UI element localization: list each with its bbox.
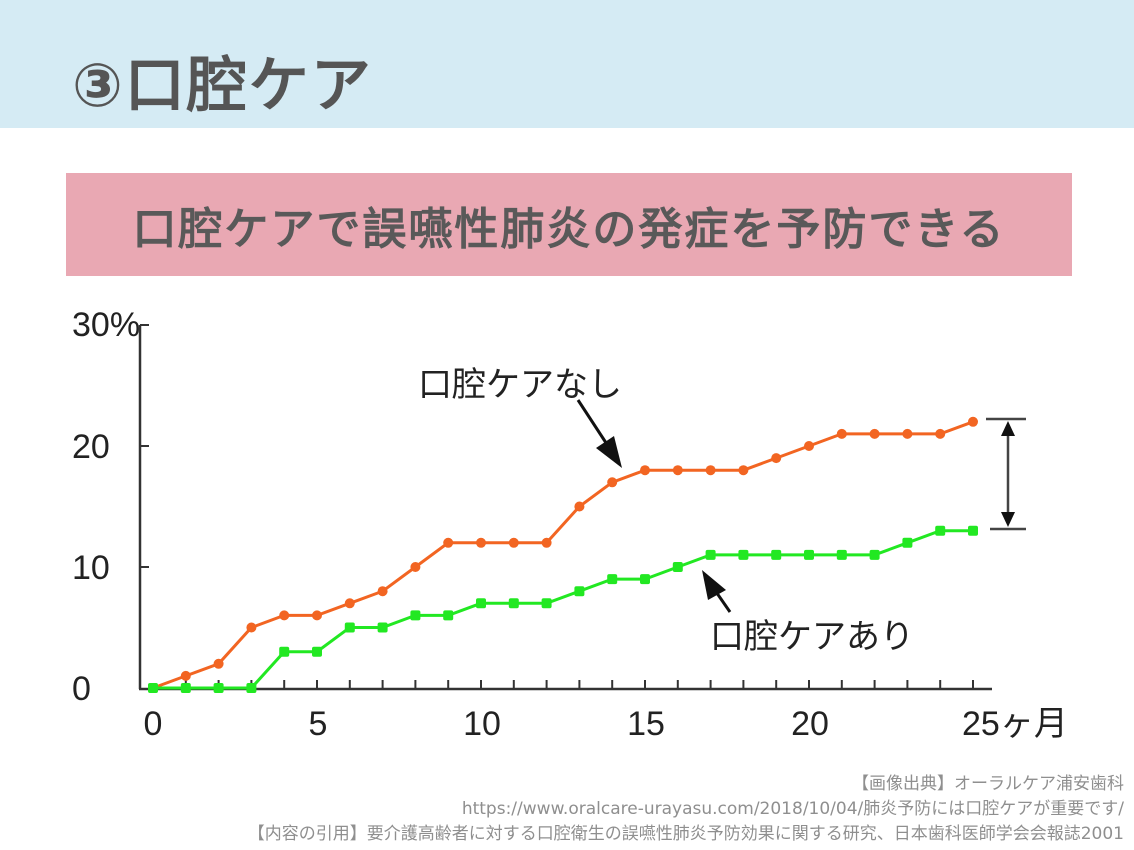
data-point bbox=[672, 465, 683, 476]
data-point bbox=[180, 683, 191, 693]
data-point bbox=[902, 537, 913, 548]
annotation-without-care: 口腔ケアなし bbox=[418, 366, 622, 468]
annotation-with-care-label: 口腔ケアあり bbox=[710, 618, 914, 656]
source-url[interactable]: https://www.oralcare-urayasu.com/2018/10… bbox=[461, 799, 1124, 819]
x-tick-25: 25ヶ月 bbox=[962, 705, 1068, 743]
data-point bbox=[443, 537, 454, 548]
data-point bbox=[180, 670, 191, 681]
data-point bbox=[672, 562, 683, 572]
data-point bbox=[213, 683, 224, 693]
data-point bbox=[836, 428, 847, 439]
data-point bbox=[508, 598, 519, 609]
x-tick-0: 0 bbox=[144, 705, 163, 743]
data-point bbox=[607, 574, 618, 585]
data-point bbox=[312, 646, 322, 657]
data-point bbox=[771, 453, 782, 464]
data-point bbox=[312, 610, 322, 621]
data-point bbox=[935, 428, 946, 439]
data-point bbox=[935, 525, 946, 536]
data-point bbox=[344, 598, 355, 609]
data-point bbox=[279, 610, 290, 621]
data-point bbox=[541, 537, 552, 548]
y-tick-10: 10 bbox=[72, 549, 110, 587]
y-tick-30: 30% bbox=[72, 306, 140, 344]
data-point bbox=[508, 537, 519, 548]
data-point bbox=[607, 477, 618, 488]
image-source: 【画像出典】オーラルケア浦安歯科 bbox=[852, 774, 1124, 794]
data-point bbox=[836, 549, 847, 560]
series-layer bbox=[148, 416, 978, 693]
data-point bbox=[902, 428, 913, 439]
data-point bbox=[476, 598, 486, 609]
data-point bbox=[705, 549, 716, 560]
arrowhead-icon bbox=[702, 570, 726, 600]
page-title: ③口腔ケア bbox=[72, 51, 373, 121]
arrow-down-icon bbox=[1001, 512, 1015, 527]
data-point bbox=[344, 622, 355, 633]
chart-svg: 30% 20 10 0 0 5 10 15 20 25ヶ月 口腔ケアなし 口腔ケ… bbox=[72, 306, 1068, 743]
y-tick-20: 20 bbox=[72, 428, 110, 466]
data-point bbox=[213, 658, 224, 669]
data-point bbox=[804, 549, 814, 560]
data-point bbox=[640, 465, 650, 476]
source-citation: 【画像出典】オーラルケア浦安歯科 https://www.oralcare-ur… bbox=[248, 772, 1124, 847]
data-point bbox=[410, 562, 421, 572]
data-point bbox=[968, 525, 978, 536]
data-point bbox=[148, 683, 158, 693]
data-point bbox=[476, 537, 486, 548]
data-point bbox=[738, 549, 749, 560]
header-bar: ③口腔ケア bbox=[0, 0, 1134, 128]
banner-text: 口腔ケアで誤嚥性肺炎の発症を予防できる bbox=[132, 203, 1006, 255]
arrow-up-icon bbox=[1001, 421, 1015, 436]
x-tick-marks bbox=[184, 680, 974, 689]
x-tick-20: 20 bbox=[791, 705, 829, 743]
data-point bbox=[869, 428, 880, 439]
x-tick-15: 15 bbox=[627, 705, 665, 743]
x-axis: 0 5 10 15 20 25ヶ月 bbox=[139, 680, 1068, 743]
data-point bbox=[968, 416, 978, 427]
data-point bbox=[443, 610, 454, 621]
data-point bbox=[377, 622, 388, 633]
data-point bbox=[869, 549, 880, 560]
data-point bbox=[279, 646, 290, 657]
difference-bracket bbox=[986, 417, 1026, 531]
data-point bbox=[377, 586, 388, 597]
banner: 口腔ケアで誤嚥性肺炎の発症を予防できる bbox=[66, 173, 1072, 276]
x-tick-5: 5 bbox=[309, 705, 328, 743]
data-point bbox=[246, 622, 257, 633]
data-point bbox=[574, 501, 585, 512]
data-point bbox=[574, 586, 585, 597]
data-point bbox=[771, 549, 782, 560]
line-chart: 30% 20 10 0 0 5 10 15 20 25ヶ月 口腔ケアなし 口腔ケ… bbox=[0, 290, 1134, 770]
data-point bbox=[705, 465, 716, 476]
x-tick-10: 10 bbox=[463, 705, 501, 743]
data-point bbox=[541, 598, 552, 609]
data-point bbox=[410, 610, 421, 621]
data-point bbox=[246, 683, 257, 693]
annotation-with-care: 口腔ケアあり bbox=[702, 570, 914, 656]
data-point bbox=[738, 465, 749, 476]
content-citation: 【内容の引用】要介護高齢者に対する口腔衛生の誤嚥性肺炎予防効果に関する研究、日本… bbox=[247, 824, 1124, 844]
series-without-care bbox=[148, 416, 978, 693]
annotation-without-care-label: 口腔ケアなし bbox=[418, 366, 622, 404]
y-axis: 30% 20 10 0 bbox=[72, 306, 149, 708]
y-tick-0: 0 bbox=[72, 670, 91, 708]
series-with-care bbox=[148, 525, 978, 693]
data-point bbox=[640, 574, 650, 585]
data-point bbox=[804, 441, 814, 451]
arrowhead-icon bbox=[596, 436, 622, 468]
